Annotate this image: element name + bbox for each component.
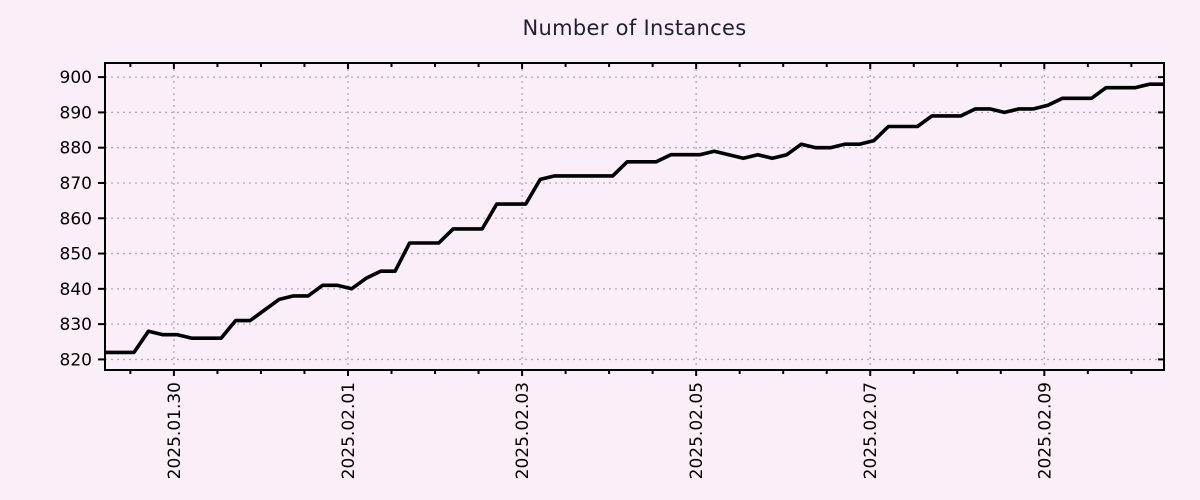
x-tick-label: 2025.02.09 <box>1035 382 1055 479</box>
plot-border <box>104 62 1165 371</box>
y-tick-label: 840 <box>60 280 92 300</box>
chart-title: Number of Instances <box>522 16 747 40</box>
y-tick-label: 820 <box>60 350 92 370</box>
x-tick-label: 2025.01.30 <box>165 382 185 479</box>
y-tick-label: 870 <box>60 174 92 194</box>
series-line-instances <box>105 82 1164 355</box>
y-tick-label: 860 <box>60 209 92 229</box>
x-tick-label: 2025.02.07 <box>861 382 881 479</box>
y-tick-label: 900 <box>60 68 92 88</box>
x-tick-label: 2025.02.05 <box>687 382 707 479</box>
y-tick-label: 890 <box>60 103 92 123</box>
x-tick-label: 2025.02.01 <box>339 382 359 479</box>
x-tick-label: 2025.02.03 <box>513 382 533 479</box>
y-tick-label: 830 <box>60 315 92 335</box>
y-tick-label: 850 <box>60 245 92 265</box>
y-tick-label: 880 <box>60 139 92 159</box>
